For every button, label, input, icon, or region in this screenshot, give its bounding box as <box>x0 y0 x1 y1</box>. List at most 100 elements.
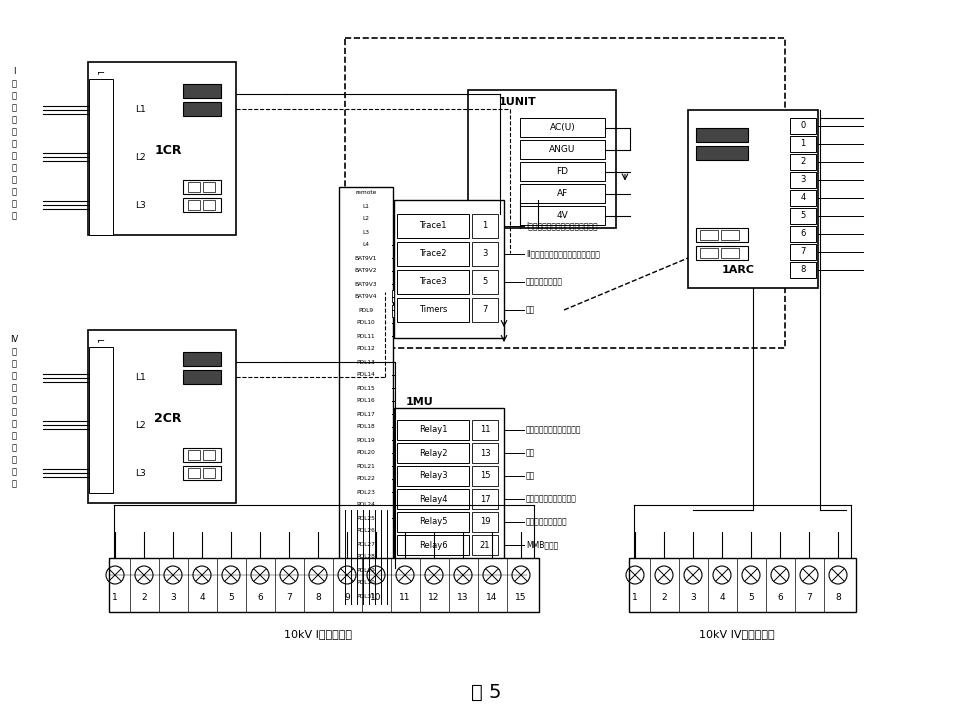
Text: 6: 6 <box>800 230 806 238</box>
Bar <box>629 558 856 612</box>
Bar <box>397 535 469 555</box>
Text: L1: L1 <box>363 203 369 209</box>
Text: 图 5: 图 5 <box>470 683 502 702</box>
Bar <box>340 474 392 484</box>
Text: Trace1: Trace1 <box>419 222 447 230</box>
Text: 告警: 告警 <box>526 306 536 314</box>
Bar <box>520 140 605 159</box>
Text: 作: 作 <box>12 104 17 112</box>
Bar <box>90 223 112 232</box>
Bar <box>90 157 112 166</box>
Bar <box>696 228 748 242</box>
Text: L3: L3 <box>363 230 369 235</box>
Bar <box>472 214 498 238</box>
Text: 4: 4 <box>800 193 806 203</box>
Bar <box>90 420 112 429</box>
Bar <box>397 443 469 463</box>
Text: PDL23: PDL23 <box>357 489 375 494</box>
Bar <box>183 198 221 212</box>
Bar <box>90 113 112 122</box>
Text: 段: 段 <box>12 80 17 88</box>
Bar <box>790 226 816 242</box>
Bar <box>183 102 221 116</box>
Bar <box>790 118 816 134</box>
Bar <box>392 290 394 302</box>
Text: 1ARC: 1ARC <box>721 265 754 275</box>
Bar <box>90 80 112 89</box>
Text: ⌐: ⌐ <box>97 335 105 345</box>
Text: 2CR: 2CR <box>155 411 182 424</box>
Bar <box>520 118 605 137</box>
Text: II段工作电源进线开关系统跳闸出口: II段工作电源进线开关系统跳闸出口 <box>526 250 600 258</box>
Text: 2: 2 <box>661 594 667 602</box>
Text: 及: 及 <box>12 432 17 440</box>
Bar <box>340 513 392 523</box>
Text: 失: 失 <box>12 175 17 185</box>
Text: PDL9: PDL9 <box>359 308 373 313</box>
Bar <box>340 188 392 198</box>
Text: 电: 电 <box>12 384 17 392</box>
Bar <box>340 500 392 510</box>
Text: 母联开关跳闸出口: 母联开关跳闸出口 <box>526 277 563 287</box>
Text: 5: 5 <box>482 277 488 287</box>
Text: Relay3: Relay3 <box>419 471 447 481</box>
Bar <box>397 298 469 322</box>
Text: BAT9V4: BAT9V4 <box>355 295 377 300</box>
Bar <box>88 62 236 235</box>
Text: 保: 保 <box>12 468 17 476</box>
Text: Relay6: Relay6 <box>419 541 447 550</box>
Bar <box>340 396 392 406</box>
Text: 9: 9 <box>344 594 350 602</box>
Text: 流: 流 <box>12 151 17 161</box>
Text: 过: 过 <box>12 408 17 416</box>
Text: Trace3: Trace3 <box>419 277 447 287</box>
Text: PDL26: PDL26 <box>357 529 375 534</box>
Bar <box>90 396 112 405</box>
Text: L1: L1 <box>135 374 146 382</box>
Bar <box>88 330 236 503</box>
Text: 弧光内部整定过值控制器: 弧光内部整定过值控制器 <box>526 494 576 503</box>
Text: PDL10: PDL10 <box>357 321 375 326</box>
Text: FD: FD <box>557 167 569 176</box>
Bar <box>472 535 498 555</box>
Bar <box>340 253 392 263</box>
Bar <box>340 227 392 237</box>
Bar <box>90 201 112 210</box>
Text: 流: 流 <box>12 419 17 429</box>
Text: 11: 11 <box>399 594 411 602</box>
Bar <box>90 408 112 417</box>
Text: 19: 19 <box>480 518 490 526</box>
Bar <box>183 370 221 384</box>
Bar <box>340 565 392 575</box>
Text: PDL12: PDL12 <box>357 347 375 351</box>
Bar <box>790 190 816 206</box>
Bar <box>90 348 112 357</box>
Text: 1MU: 1MU <box>406 397 434 407</box>
Bar <box>340 422 392 432</box>
Text: 4: 4 <box>719 594 725 602</box>
Bar <box>696 146 748 160</box>
Bar <box>340 409 392 419</box>
Bar <box>790 172 816 188</box>
Bar <box>721 248 739 258</box>
Text: 源: 源 <box>12 395 17 405</box>
Text: remote: remote <box>356 190 377 195</box>
Text: Relay2: Relay2 <box>419 448 447 458</box>
Bar <box>90 135 112 144</box>
Text: 17: 17 <box>480 494 490 503</box>
Text: MMB总合闸: MMB总合闸 <box>526 541 558 550</box>
Bar <box>90 102 112 111</box>
Text: 8: 8 <box>800 266 806 274</box>
Text: 3: 3 <box>482 250 488 258</box>
Bar <box>472 270 498 294</box>
Bar <box>340 383 392 393</box>
Text: Timers: Timers <box>419 306 447 314</box>
Text: 0: 0 <box>800 122 806 130</box>
Text: PDL21: PDL21 <box>357 463 375 468</box>
Text: PDL28: PDL28 <box>357 555 375 560</box>
Text: 1: 1 <box>632 594 638 602</box>
Text: 5: 5 <box>228 594 234 602</box>
Bar <box>203 200 215 210</box>
Text: L2: L2 <box>363 216 369 222</box>
Text: L3: L3 <box>135 468 146 478</box>
